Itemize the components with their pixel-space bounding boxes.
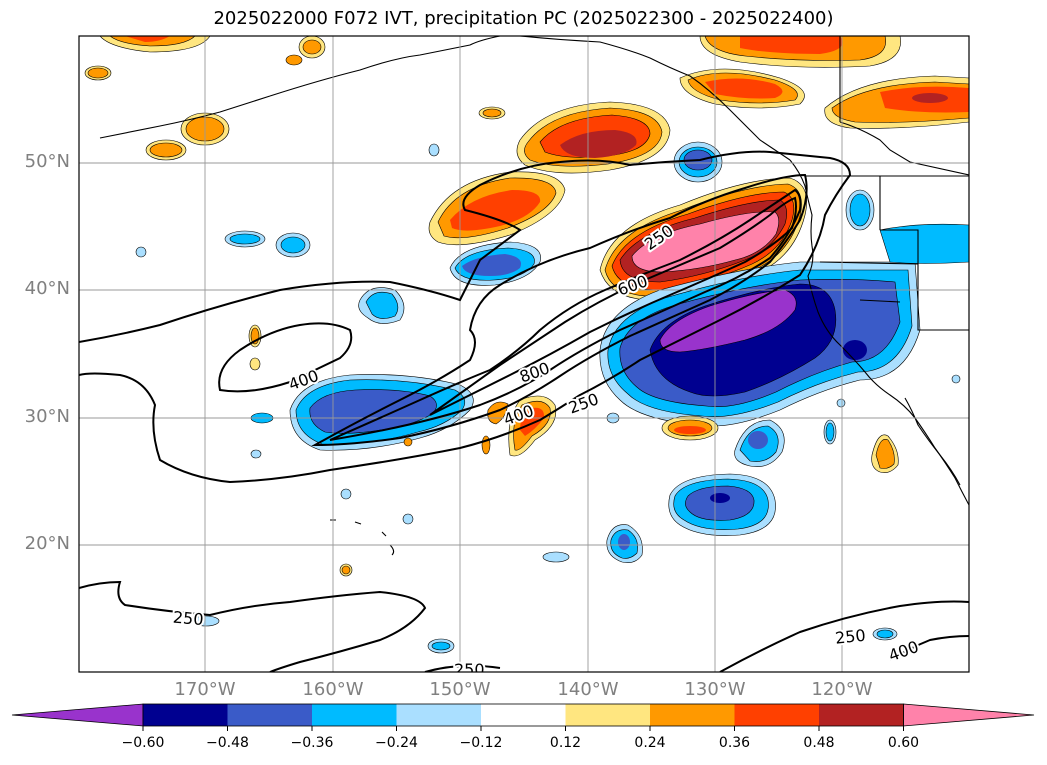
lon-label: 150°W <box>429 679 491 700</box>
colorbar-extend-max <box>903 703 1035 727</box>
colorbar-outline <box>142 703 904 727</box>
lon-label: 130°W <box>684 679 746 700</box>
graticule <box>79 36 969 672</box>
map-plot-area: 250 600 400 800 400 250 250 250 250 400 <box>79 36 969 679</box>
colorbar-tick-label: 0.12 <box>549 735 582 751</box>
colorbar-tick-label: 0.48 <box>803 735 835 751</box>
colorbar-tick-label: 0.24 <box>634 735 666 751</box>
contour-label: 250 <box>454 660 485 679</box>
colorbar-tick-label: −0.24 <box>375 735 418 751</box>
lon-label: 120°W <box>811 679 873 700</box>
colorbar-swatch <box>312 704 397 726</box>
colorbar-swatch <box>227 704 313 726</box>
colorbar-tick-label: 0.36 <box>718 735 751 751</box>
lat-label: 20°N <box>24 533 70 554</box>
lat-label: 30°N <box>24 406 70 427</box>
coastlines <box>99 36 969 556</box>
lon-label: 140°W <box>557 679 619 700</box>
lat-label: 50°N <box>24 151 70 172</box>
lat-label: 40°N <box>24 278 70 299</box>
colorbar-tick-label: 0.60 <box>887 735 920 751</box>
colorbar-swatch <box>143 704 228 726</box>
contour-label: 250 <box>834 626 866 648</box>
ivt-contours <box>79 150 969 672</box>
colorbar-extend-min <box>11 703 144 727</box>
colorbar-swatch <box>396 704 482 726</box>
lon-label: 170°W <box>174 679 236 700</box>
map-title: 2025022000 F072 IVT, precipitation PC (2… <box>213 8 834 29</box>
contour-label: 250 <box>172 608 204 630</box>
colorbar-swatch <box>481 704 566 726</box>
colorbar <box>11 703 1035 731</box>
colorbar-tick-label: −0.12 <box>459 735 503 751</box>
colorbar-tick-label: −0.48 <box>206 735 249 751</box>
colorbar-swatch <box>819 704 904 726</box>
colorbar-swatch <box>650 704 735 726</box>
colorbar-swatch <box>565 704 651 726</box>
colorbar-tick-label: −0.60 <box>121 735 165 751</box>
colorbar-swatch <box>734 704 820 726</box>
lon-label: 160°W <box>302 679 364 700</box>
colorbar-tick-label: −0.36 <box>290 735 334 751</box>
map-frame <box>78 35 970 673</box>
